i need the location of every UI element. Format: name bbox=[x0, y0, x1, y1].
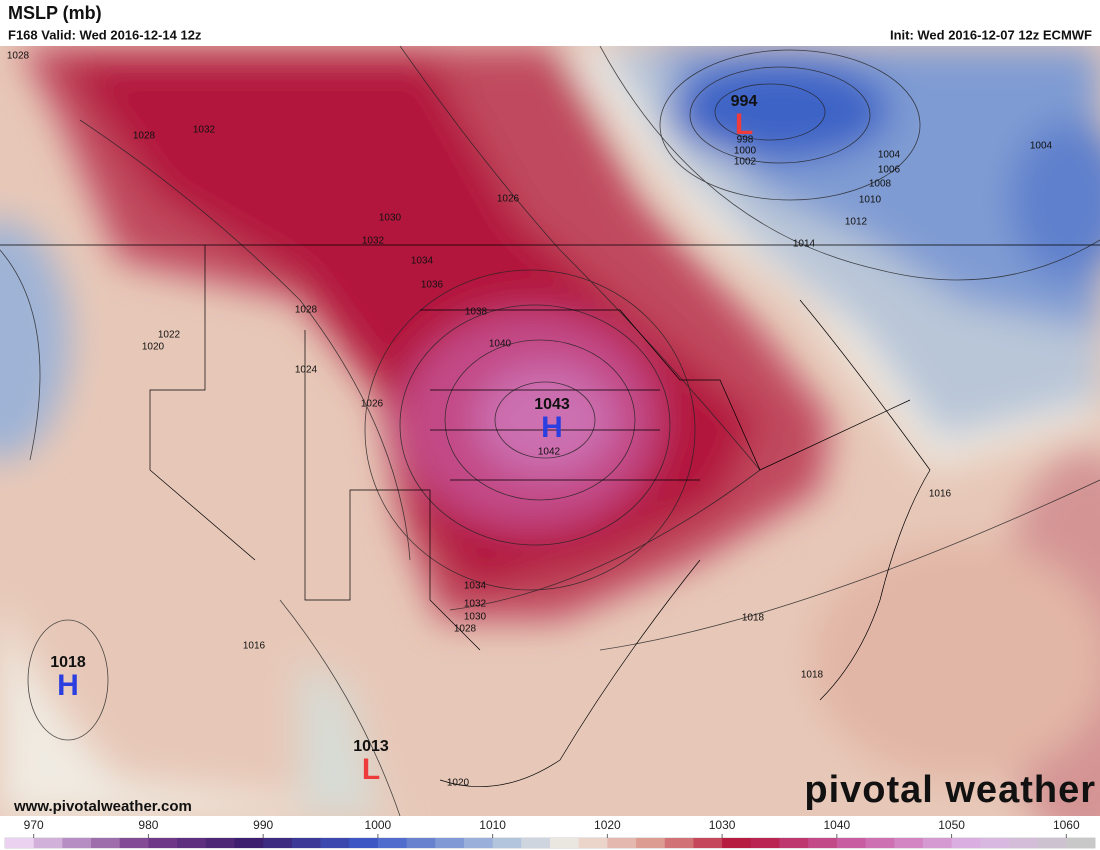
contour-label: 1032 bbox=[362, 236, 385, 247]
colorbar-swatch bbox=[521, 838, 551, 848]
colorbar-swatch bbox=[1037, 838, 1067, 848]
contour-label: 1026 bbox=[361, 399, 384, 410]
colorbar-swatch bbox=[349, 838, 379, 848]
colorbar-tick-label: 1010 bbox=[479, 818, 506, 832]
colorbar-swatch bbox=[435, 838, 465, 848]
contour-label: 1030 bbox=[379, 213, 402, 224]
colorbar-tick-label: 1030 bbox=[709, 818, 736, 832]
center-symbol: H bbox=[541, 411, 563, 444]
colorbar-swatch bbox=[722, 838, 752, 848]
colorbar-swatch bbox=[377, 838, 408, 848]
colorbar-tick-label: 1060 bbox=[1053, 818, 1080, 832]
contour-label: 1022 bbox=[158, 330, 181, 341]
colorbar-swatch bbox=[177, 838, 207, 848]
colorbar-swatch bbox=[33, 838, 63, 848]
contour-label: 1014 bbox=[793, 239, 816, 250]
contour-label: 1004 bbox=[878, 150, 901, 161]
contour-label: 1028 bbox=[133, 131, 156, 142]
contour-label: 1008 bbox=[869, 179, 892, 190]
center-value: 1018 bbox=[50, 654, 86, 671]
colorbar-swatch bbox=[808, 838, 838, 848]
contour-label: 1034 bbox=[411, 256, 434, 267]
brand-watermark: pivotal weather bbox=[804, 769, 1096, 811]
colorbar-tick-label: 1050 bbox=[938, 818, 965, 832]
contour-label: 1010 bbox=[859, 195, 882, 206]
contour-label: 1032 bbox=[193, 125, 216, 136]
contour-label: 1002 bbox=[734, 157, 757, 168]
colorbar-swatch bbox=[62, 838, 92, 848]
colorbar-swatch bbox=[693, 838, 723, 848]
colorbar-swatch bbox=[779, 838, 809, 848]
colorbar-swatch bbox=[894, 838, 924, 848]
center-symbol: L bbox=[362, 753, 380, 786]
colorbar-swatch bbox=[205, 838, 235, 848]
colorbar-swatch bbox=[980, 838, 1010, 848]
contour-label: 1042 bbox=[538, 447, 561, 458]
center-value: 1043 bbox=[534, 396, 570, 413]
colorbar: 970 980 990 1000 1010 1020 1030 1040 1050 1060 bbox=[5, 818, 1096, 848]
colorbar-swatch bbox=[406, 838, 436, 848]
pressure-field bbox=[0, 46, 1100, 816]
contour-label: 1030 bbox=[464, 612, 487, 623]
colorbar-tick-label: 1040 bbox=[823, 818, 850, 832]
contour-label: 1004 bbox=[1030, 141, 1053, 152]
contour-label: 1028 bbox=[295, 305, 318, 316]
colorbar-swatch bbox=[951, 838, 981, 848]
contour-label: 1032 bbox=[464, 599, 487, 610]
contour-label: 1016 bbox=[243, 641, 266, 652]
colorbar-swatch bbox=[148, 838, 178, 848]
center-symbol: H bbox=[57, 669, 79, 702]
colorbar-swatch bbox=[291, 838, 322, 848]
colorbar-tick-label: 1020 bbox=[594, 818, 621, 832]
colorbar-tick-label: 990 bbox=[253, 818, 273, 832]
colorbar-swatch bbox=[836, 838, 867, 848]
colorbar-tick-label: 1000 bbox=[365, 818, 392, 832]
contour-label: 1036 bbox=[421, 280, 444, 291]
init-time: Init: Wed 2016-12-07 12z ECMWF bbox=[890, 27, 1092, 42]
contour-label: 998 bbox=[737, 135, 754, 146]
colorbar-swatch bbox=[1066, 838, 1096, 848]
colorbar-swatch bbox=[463, 838, 494, 848]
center-symbol: L bbox=[735, 108, 753, 141]
colorbar-swatch bbox=[320, 838, 350, 848]
colorbar-tick-label: 970 bbox=[24, 818, 44, 832]
contour-label: 1038 bbox=[465, 307, 488, 318]
colorbar-swatch bbox=[550, 838, 580, 848]
center-value: 1013 bbox=[353, 738, 389, 755]
contour-label: 1034 bbox=[464, 581, 487, 592]
colorbar-swatch bbox=[607, 838, 637, 848]
colorbar-swatch bbox=[263, 838, 293, 848]
contour-label: 1018 bbox=[742, 613, 765, 624]
contour-label: 1040 bbox=[489, 339, 512, 350]
colorbar-swatch bbox=[1008, 838, 1039, 848]
contour-label: 1016 bbox=[929, 489, 952, 500]
contour-label: 1006 bbox=[878, 165, 901, 176]
colorbar-swatch bbox=[119, 838, 149, 848]
contour-label: 1000 bbox=[734, 146, 757, 157]
colorbar-swatch bbox=[865, 838, 895, 848]
contour-label: 1020 bbox=[142, 342, 165, 353]
colorbar-swatch bbox=[5, 838, 35, 848]
colorbar-swatch bbox=[234, 838, 264, 848]
colorbar-swatch bbox=[750, 838, 780, 848]
contour-label: 1028 bbox=[454, 624, 477, 635]
contour-label: 1026 bbox=[497, 194, 520, 205]
center-value: 994 bbox=[731, 93, 758, 110]
contour-label: 1024 bbox=[295, 365, 318, 376]
colorbar-swatch bbox=[922, 838, 953, 848]
valid-time: F168 Valid: Wed 2016-12-14 12z bbox=[8, 27, 202, 42]
colorbar-swatch bbox=[664, 838, 694, 848]
map-title: MSLP (mb) bbox=[8, 3, 102, 23]
contour-label: 1028 bbox=[7, 51, 30, 62]
contour-label: 1012 bbox=[845, 217, 868, 228]
contour-label: 1018 bbox=[801, 670, 824, 681]
site-url: www.pivotalweather.com bbox=[13, 798, 192, 815]
colorbar-swatch bbox=[578, 838, 608, 848]
colorbar-swatch bbox=[492, 838, 522, 848]
contour-label: 1020 bbox=[447, 778, 470, 789]
colorbar-tick-label: 980 bbox=[138, 818, 158, 832]
colorbar-swatch bbox=[636, 838, 666, 848]
colorbar-swatch bbox=[91, 838, 121, 848]
